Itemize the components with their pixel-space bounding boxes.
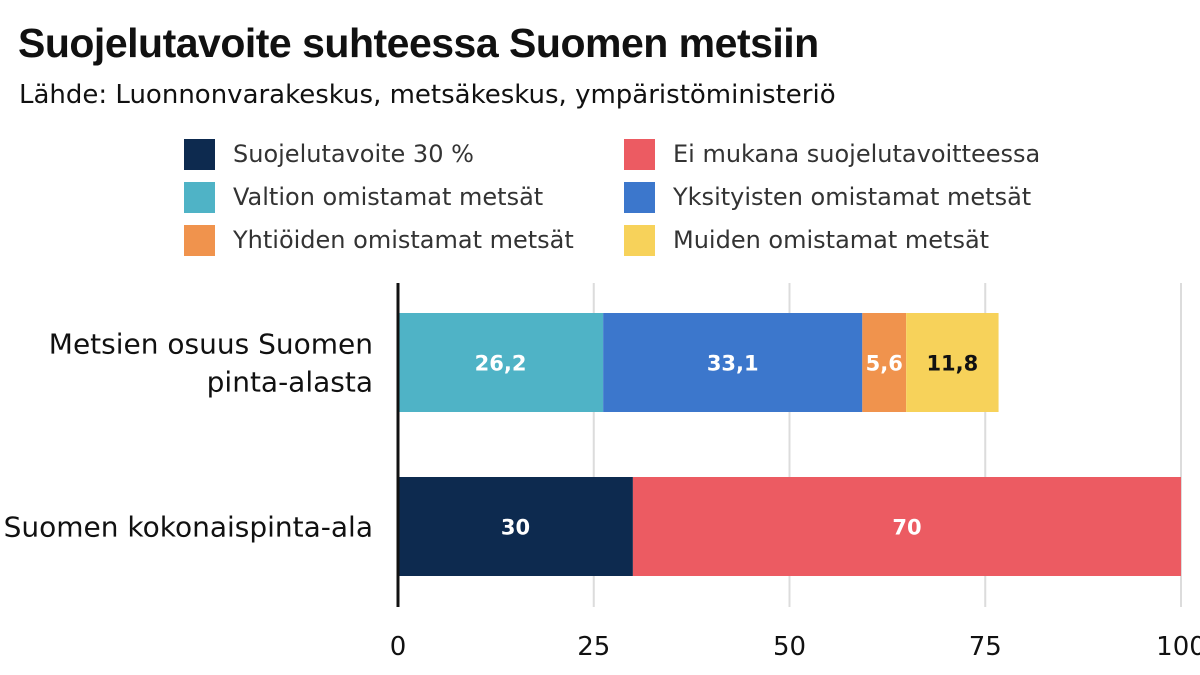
legend-label-ei-mukana: Ei mukana suojelutavoitteessa [673, 140, 1041, 168]
legend-label-valtion: Valtion omistamat metsät [233, 183, 544, 211]
category-label-0-0: Metsien osuus Suomen [49, 328, 373, 361]
x-tick-label-75: 75 [969, 632, 1002, 662]
data-label-1-0: 30 [501, 516, 530, 540]
legend-swatch-suojelutavoite [184, 138, 215, 170]
legend-swatch-valtion [184, 181, 215, 213]
legend-swatch-yhtioiden [184, 224, 215, 256]
legend-label-yhtioiden: Yhtiöiden omistamat metsät [233, 226, 574, 254]
legend-item-ei-mukana: Ei mukana suojelutavoitteessa [624, 138, 1064, 170]
legend-item-yhtioiden: Yhtiöiden omistamat metsät [184, 224, 624, 256]
legend-swatch-ei-mukana [624, 138, 655, 170]
x-tick-label-50: 50 [773, 632, 806, 662]
category-label-1-0: Suomen kokonaispinta-ala [4, 511, 373, 544]
x-tick-label-25: 25 [577, 632, 610, 662]
data-label-0-2: 5,6 [866, 352, 903, 376]
legend-item-suojelutavoite: Suojelutavoite 30 % [184, 138, 624, 170]
legend-label-muiden: Muiden omistamat metsät [673, 226, 990, 254]
bar-segment-1-0 [398, 477, 633, 576]
chart-title: Suojelutavoite suhteessa Suomen metsiin [18, 20, 819, 66]
legend-swatch-muiden [624, 224, 655, 256]
legend-item-valtion: Valtion omistamat metsät [184, 181, 624, 213]
legend-label-yksityisten: Yksityisten omistamat metsät [673, 183, 1032, 211]
bar-segment-0-0 [398, 313, 604, 412]
legend-label-suojelutavoite: Suojelutavoite 30 % [233, 140, 474, 168]
bar-segment-1-1 [632, 477, 1181, 576]
bar-segment-0-1 [603, 313, 863, 412]
category-label-0-1: pinta-alasta [207, 366, 373, 399]
data-label-0-1: 33,1 [707, 352, 759, 376]
legend: Suojelutavoite 30 % Ei mukana suojelutav… [184, 138, 1064, 256]
legend-item-muiden: Muiden omistamat metsät [624, 224, 1064, 256]
x-tick-label-0: 0 [390, 632, 407, 662]
bar-segment-0-2 [862, 313, 907, 412]
chart-subtitle: Lähde: Luonnonvarakeskus, metsäkeskus, y… [19, 80, 836, 110]
legend-item-yksityisten: Yksityisten omistamat metsät [624, 181, 1064, 213]
data-label-0-3: 11,8 [926, 352, 978, 376]
legend-swatch-yksityisten [624, 181, 655, 213]
data-label-0-0: 26,2 [475, 352, 527, 376]
data-label-1-1: 70 [892, 516, 921, 540]
bar-segment-0-3 [906, 313, 999, 412]
x-tick-label-100: 100 [1156, 632, 1200, 662]
